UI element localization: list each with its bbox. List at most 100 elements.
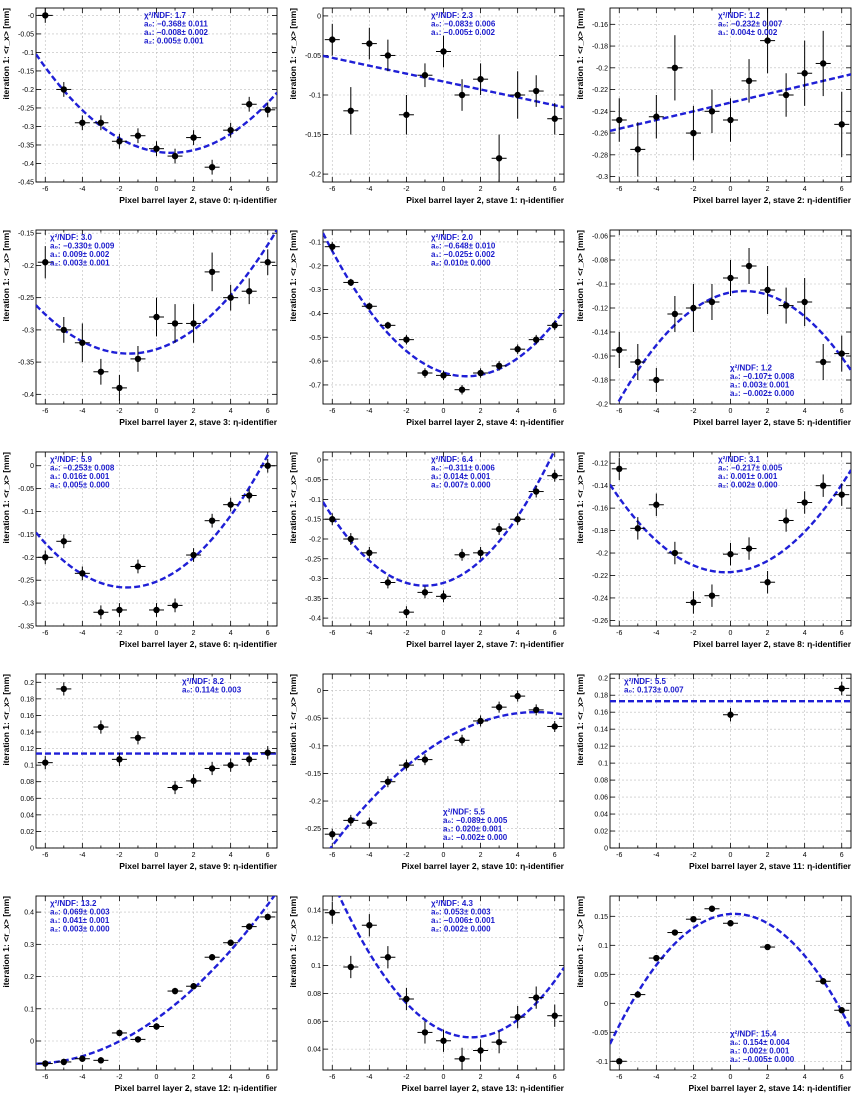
data-point <box>778 509 794 532</box>
fit-stat-text: a₀: 0.173± 0.007 <box>624 686 684 695</box>
y-tick-label: 0.05 <box>594 972 608 979</box>
fit-stat-text: a₂: 0.003± 0.001 <box>50 259 110 268</box>
marker <box>616 346 623 354</box>
x-tick-label: 6 <box>840 186 844 193</box>
data-point <box>510 344 526 354</box>
y-tick-label: 0.16 <box>20 713 34 720</box>
x-tick-label: 6 <box>266 1074 270 1081</box>
chart-svg: -6 -4 -2 0 2 4 6 0 0.02 0.04 0.06 0.08 0.1 0.12 0.14 0.… <box>575 673 852 871</box>
data-point <box>223 497 239 512</box>
x-tick-label: 2 <box>479 852 483 859</box>
y-tick-label: 0.12 <box>307 935 321 942</box>
marker <box>514 345 521 353</box>
y-axis-label: iteration 1: <r_x> [mm] <box>288 896 298 988</box>
marker <box>60 685 68 693</box>
marker <box>134 563 142 570</box>
data-point <box>491 523 507 536</box>
x-tick-label: -2 <box>690 852 696 859</box>
data-point <box>130 1036 146 1043</box>
x-tick-label: -6 <box>616 1074 622 1081</box>
data-point <box>648 95 664 139</box>
data-point <box>398 334 414 345</box>
fit-stat-text: a₂: 0.002± 0.000 <box>431 925 491 934</box>
chart-panel-stave-11: -6 -4 -2 0 2 4 6 0 0.02 0.04 0.06 0.08 0.1 0.12 0.14 0.… <box>574 666 861 888</box>
data-point <box>74 1055 90 1062</box>
data-point <box>704 284 720 320</box>
x-tick-label: 4 <box>803 1074 807 1081</box>
data-point <box>37 1060 53 1067</box>
data-point <box>704 584 720 607</box>
data-point <box>834 335 850 372</box>
marker <box>347 817 355 824</box>
chart-svg: -6 -4 -2 0 2 4 6 0 0.1 0.2 0.3 0.4 χ²/NDF: 13.2a₀: 0… <box>1 895 278 1093</box>
marker <box>477 549 484 557</box>
chart-panel-stave-2: -6 -4 -2 0 2 4 6 -0.16 -0.18 -0.2 -0.22 -0.24 -0.26 -… <box>574 0 861 222</box>
marker <box>708 298 716 306</box>
marker <box>190 983 197 990</box>
y-tick-label: -0.24 <box>592 595 608 602</box>
y-tick-label: -0.35 <box>18 142 34 149</box>
y-tick-label: -0.16 <box>592 22 608 29</box>
data-point <box>56 1058 72 1066</box>
x-tick-label: -6 <box>329 630 335 637</box>
y-tick-label: -0.3 <box>309 287 321 294</box>
data-point <box>834 483 850 506</box>
x-axis-label: Pixel barrel layer 2, stave 13: η-identi… <box>401 1083 564 1093</box>
data-point <box>630 991 646 998</box>
data-point <box>93 720 109 734</box>
x-tick-label: 0 <box>729 408 733 415</box>
marker <box>79 570 86 577</box>
marker <box>347 279 355 286</box>
x-tick-label: 2 <box>192 1074 196 1081</box>
chart-panel-stave-5: -6 -4 -2 0 2 4 6 -0.06 -0.08 -0.1 -0.12 -0.14 -0.16 -… <box>574 222 861 444</box>
fit-stat-text: χ²/NDF: 3.0 <box>50 233 92 242</box>
data-point <box>630 344 646 380</box>
marker <box>153 313 160 321</box>
y-tick-label: 0.02 <box>594 829 608 836</box>
x-tick-label: -6 <box>42 630 48 637</box>
data-point <box>760 570 776 594</box>
marker <box>403 608 410 616</box>
fit-curve <box>36 230 277 355</box>
y-tick-label: -0.35 <box>18 360 34 367</box>
y-tick-label: -0.2 <box>309 799 321 806</box>
y-tick-label: -0.15 <box>18 532 34 539</box>
marker <box>227 761 234 769</box>
data-point <box>630 122 646 177</box>
fit-stat-text: χ²/NDF: 13.2 <box>50 899 97 908</box>
y-axis-label: iteration 1: <r_x> [mm] <box>575 230 585 322</box>
marker <box>764 37 771 44</box>
data-point <box>417 1021 433 1044</box>
y-tick-label: -0.14 <box>592 483 608 490</box>
y-tick-label: -0.16 <box>592 354 608 361</box>
x-tick-label: -2 <box>403 852 409 859</box>
marker <box>440 372 447 379</box>
data-point <box>417 586 433 599</box>
data-point <box>167 148 183 164</box>
x-tick-label: 0 <box>442 186 446 193</box>
marker <box>79 1055 86 1062</box>
x-tick-label: -4 <box>366 186 372 193</box>
fit-stat-text: a₀: −0.330± 0.009 <box>50 242 115 251</box>
x-tick-label: -4 <box>653 852 659 859</box>
data-point <box>204 761 220 776</box>
marker <box>329 243 336 250</box>
y-tick-label: -0.05 <box>305 716 321 723</box>
x-tick-label: -4 <box>653 630 659 637</box>
x-tick-label: 6 <box>840 630 844 637</box>
y-tick-label: -0.1 <box>22 509 34 516</box>
data-point <box>528 75 544 107</box>
data-point <box>361 546 377 559</box>
chart-svg: -6 -4 -2 0 2 4 6 0 -0.05 -0.1 -0.15 -0.2 -0.25 -0.3 -0… <box>1 451 278 649</box>
data-point <box>611 1058 627 1065</box>
marker <box>764 579 771 586</box>
data-point <box>186 304 202 343</box>
marker <box>403 111 410 118</box>
x-axis-label: Pixel barrel layer 2, stave 10: η-identi… <box>401 861 564 871</box>
chart-svg: -6 -4 -2 0 2 4 6 0 -0.05 -0.1 -0.15 -0.2 -0.25 χ²/NDF… <box>288 673 565 871</box>
data-point <box>343 955 359 979</box>
x-tick-label: 4 <box>229 186 233 193</box>
data-point <box>797 491 813 514</box>
x-axis-label: Pixel barrel layer 2, stave 12: η-identi… <box>114 1083 277 1093</box>
marker <box>134 1036 142 1043</box>
